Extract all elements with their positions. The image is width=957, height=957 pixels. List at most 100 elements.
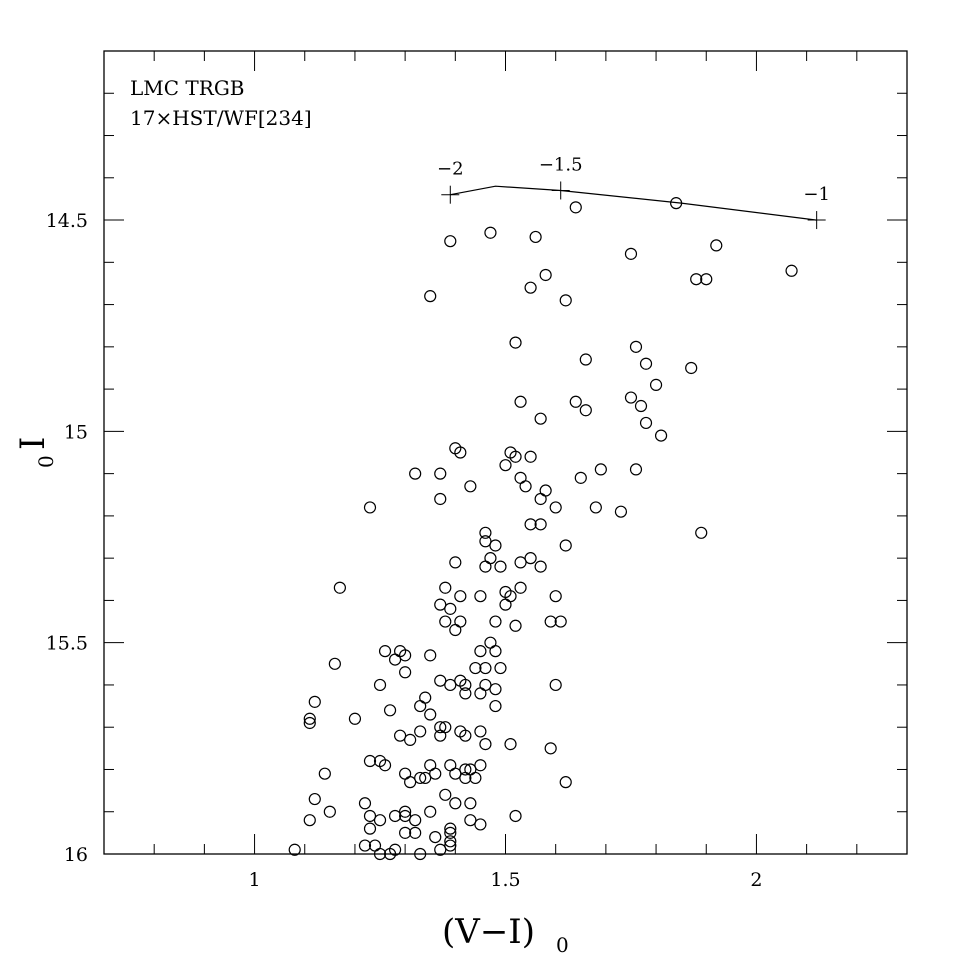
data-point — [454, 590, 467, 603]
data-point — [288, 843, 301, 856]
data-point — [494, 560, 507, 573]
data-point — [424, 649, 437, 662]
data-point — [414, 771, 427, 785]
data-point — [419, 691, 432, 704]
data-point — [634, 399, 648, 413]
data-point — [434, 674, 447, 687]
data-point — [429, 767, 442, 780]
data-point — [474, 687, 487, 700]
data-point — [399, 649, 412, 662]
data-point — [474, 759, 487, 772]
data-point — [519, 480, 532, 493]
data-point — [454, 725, 467, 738]
data-point — [434, 492, 447, 506]
data-point — [439, 581, 452, 594]
data-point — [484, 636, 497, 649]
data-point — [449, 623, 462, 637]
data-point — [459, 771, 472, 785]
data-point — [409, 467, 422, 480]
data-point — [654, 429, 668, 442]
data-point — [419, 771, 432, 785]
track-curve — [450, 185, 817, 221]
data-point — [459, 678, 472, 692]
data-point — [439, 615, 452, 628]
data-point — [479, 678, 492, 692]
data-point — [444, 235, 457, 248]
y-tick-label: 15 — [64, 421, 88, 443]
data-point — [509, 809, 522, 823]
data-point — [509, 450, 522, 463]
track-mark-label: −1.5 — [539, 154, 583, 175]
data-point — [404, 733, 417, 746]
data-point — [308, 792, 321, 806]
data-point — [504, 738, 517, 751]
data-points — [288, 197, 798, 861]
data-point — [489, 645, 502, 658]
track-mark-label: −2 — [437, 159, 464, 180]
data-point — [363, 501, 377, 514]
data-point — [429, 830, 442, 844]
data-point — [534, 518, 547, 531]
svg-text:0: 0 — [34, 455, 58, 468]
data-point — [509, 336, 522, 349]
track-mark-label: −1 — [803, 184, 830, 205]
data-point — [333, 581, 346, 594]
data-point — [449, 556, 462, 569]
data-point — [624, 247, 638, 260]
data-point — [444, 759, 457, 772]
data-point — [378, 759, 392, 772]
data-point — [489, 615, 502, 628]
data-point — [373, 847, 387, 861]
data-point — [539, 484, 552, 497]
data-point — [474, 725, 487, 738]
data-point — [690, 273, 703, 286]
data-point — [464, 480, 477, 493]
data-point — [569, 395, 582, 408]
data-point — [574, 471, 587, 484]
data-point — [494, 661, 507, 675]
data-point — [534, 412, 547, 425]
data-point — [378, 645, 392, 658]
data-point — [514, 471, 527, 484]
data-point — [639, 416, 653, 430]
data-point — [589, 501, 602, 514]
data-point — [539, 268, 552, 282]
x-tick-label: 2 — [750, 869, 762, 891]
svg-text:(V−I): (V−I) — [442, 912, 535, 952]
data-point — [695, 526, 708, 539]
data-point — [700, 273, 713, 286]
data-point — [444, 826, 457, 839]
data-point — [399, 666, 412, 679]
marker-track: −2 −1.5 −1 — [437, 154, 830, 230]
data-point — [479, 535, 492, 548]
data-point — [444, 835, 457, 848]
data-point — [303, 814, 316, 827]
data-point — [434, 729, 447, 742]
data-point — [358, 839, 372, 852]
svg-text:0: 0 — [556, 933, 569, 957]
data-point — [710, 239, 723, 252]
data-point — [414, 699, 427, 713]
data-point — [544, 615, 557, 628]
data-point — [579, 353, 592, 366]
data-point — [629, 463, 643, 476]
data-point — [388, 653, 402, 666]
data-point — [464, 814, 477, 827]
data-point — [358, 797, 372, 810]
data-point — [479, 560, 492, 573]
data-point — [414, 725, 427, 738]
data-point — [479, 526, 492, 539]
data-point — [409, 814, 422, 827]
data-point — [524, 552, 537, 565]
data-point — [549, 501, 562, 514]
data-point — [434, 843, 447, 856]
data-point — [318, 767, 331, 780]
data-point — [639, 357, 653, 370]
data-point — [534, 560, 547, 573]
data-point — [489, 699, 502, 713]
data-point — [614, 505, 628, 518]
data-point — [449, 797, 462, 810]
y-tick-label: 14.5 — [46, 210, 88, 232]
data-point — [649, 378, 663, 391]
data-point — [348, 712, 362, 725]
